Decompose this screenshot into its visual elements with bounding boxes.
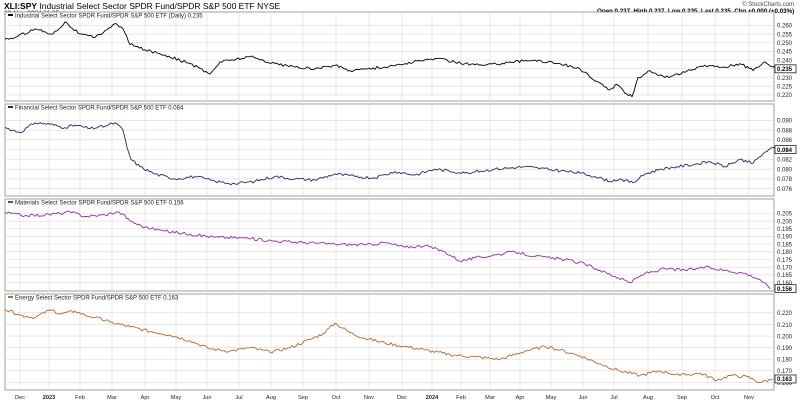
chart-header-symbol: XLI:SPY Industrial Select Sector SPDR Fu… xyxy=(4,1,280,11)
x-tick-label: May xyxy=(171,395,182,400)
x-tick-label: Dec xyxy=(397,395,407,400)
x-tick-label: Apr xyxy=(141,395,150,400)
panel-frame xyxy=(4,293,775,391)
quote-last: Last 0.235 xyxy=(700,8,731,15)
y-tick-label: 0.200 xyxy=(777,334,793,340)
y-tick-label: 0.082 xyxy=(777,158,793,164)
chart-panel-2: 0.076 0.078 0.080 0.082 0.084 0.086 0.088 0.090… xyxy=(4,103,797,206)
series-legend-swatch xyxy=(8,296,13,298)
x-tick-label: Jul xyxy=(610,395,617,400)
y-tick-label: 0.220 xyxy=(777,311,793,317)
y-tick-label: 0.205 xyxy=(777,212,793,218)
x-tick-label: Apr xyxy=(516,395,525,400)
y-tick-label: 0.190 xyxy=(777,346,793,352)
y-tick-label: 0.175 xyxy=(777,258,793,264)
x-tick-label: Oct xyxy=(711,395,720,400)
y-tick-label: 0.088 xyxy=(777,128,793,134)
quote-summary: Open 0.237 High 0.237 Low 0.235 Last 0.2… xyxy=(597,8,794,15)
x-tick-label: Aug xyxy=(266,395,276,400)
y-tick-label: 0.170 xyxy=(777,369,793,375)
symbol-description: Industrial Select Sector SPDR Fund/SPDR … xyxy=(39,1,281,11)
last-value-label: 0.156 xyxy=(777,287,793,293)
series-line xyxy=(4,309,774,383)
y-tick-label: 0.078 xyxy=(777,177,793,183)
y-tick-label: 0.180 xyxy=(777,250,793,256)
symbol-label: XLI:SPY xyxy=(4,1,38,11)
quote-open: Open 0.237 xyxy=(597,8,631,15)
series-line xyxy=(4,21,778,98)
series-line xyxy=(4,122,776,186)
x-tick-label: Sep xyxy=(677,395,687,400)
y-tick-label: 0.255 xyxy=(777,32,793,38)
quote-low: Low 0.235 xyxy=(667,8,698,15)
last-value-box xyxy=(774,374,797,384)
y-tick-label: 0.200 xyxy=(777,219,793,225)
x-tick-label: Dec xyxy=(15,395,25,400)
x-tick-label: 2023 xyxy=(43,395,55,400)
y-tick-label: 0.260 xyxy=(777,24,793,30)
last-value-label: 0.235 xyxy=(777,67,793,73)
y-tick-label: 0.240 xyxy=(777,58,793,64)
y-tick-label: 0.185 xyxy=(777,242,793,248)
x-tick-label: Feb xyxy=(456,395,466,400)
panel-frame xyxy=(4,103,775,197)
x-tick-label: Aug xyxy=(643,395,653,400)
x-tick-label: Jul xyxy=(235,395,242,400)
y-tick-label: 0.086 xyxy=(777,138,793,144)
series-line xyxy=(4,210,771,289)
x-tick-label: 2024 xyxy=(426,395,439,400)
y-tick-label: 0.080 xyxy=(777,167,793,173)
y-tick-label: 0.190 xyxy=(777,235,793,241)
quote-high: High 0.237 xyxy=(633,8,665,15)
series-legend-swatch xyxy=(8,201,13,203)
y-tick-label: 0.225 xyxy=(777,85,793,91)
x-tick-label: Feb xyxy=(75,395,85,400)
y-tick-label: 0.210 xyxy=(777,323,793,329)
y-tick-label: 0.245 xyxy=(777,50,793,56)
chart-panel-1: 0.220 0.225 0.230 0.235 0.240 0.245 0.250 0.255… xyxy=(4,11,797,111)
chart-panel-4: 0.160 0.170 0.180 0.190 0.200 0.210 0.220 Dec 20… xyxy=(4,293,797,400)
panel-frame xyxy=(4,198,775,292)
x-tick-label: Sep xyxy=(298,395,308,400)
last-value-box xyxy=(774,284,797,294)
y-tick-label: 0.160 xyxy=(777,381,793,387)
series-legend-label: Financial Select Sector SPDR Fund/SPDR S… xyxy=(15,106,184,112)
y-tick-label: 0.165 xyxy=(777,273,793,279)
x-tick-label: Mar xyxy=(485,395,495,400)
brand-watermark: © StockCharts.com xyxy=(742,2,794,8)
x-tick-label: Nov xyxy=(364,395,374,400)
y-tick-label: 0.090 xyxy=(777,119,793,125)
y-tick-label: 0.160 xyxy=(777,281,793,287)
series-legend-swatch xyxy=(8,14,13,16)
last-value-box xyxy=(774,145,797,154)
last-value-box xyxy=(774,64,797,74)
last-value-label: 0.084 xyxy=(777,148,793,154)
x-tick-label: May xyxy=(546,395,557,400)
series-legend-label: Energy Select Sector SPDR Fund/SPDR S&P … xyxy=(15,296,179,302)
series-legend-label: Industrial Select Sector SPDR Fund/SPDR … xyxy=(15,14,203,20)
series-legend-swatch xyxy=(8,106,13,108)
x-tick-label: Mar xyxy=(107,395,117,400)
y-tick-label: 0.250 xyxy=(777,41,793,47)
y-tick-label: 0.170 xyxy=(777,265,793,271)
last-value-label: 0.163 xyxy=(777,377,793,383)
quote-change: Chg +0.000 (+0.03%) xyxy=(734,8,795,15)
series-legend-label: Materials Select Sector SPDR Fund/SPDR S… xyxy=(15,201,184,207)
y-tick-label: 0.220 xyxy=(777,93,793,99)
y-tick-label: 0.076 xyxy=(777,187,793,193)
x-tick-label: Jun xyxy=(578,395,587,400)
y-tick-label: 0.180 xyxy=(777,358,793,364)
y-tick-label: 0.195 xyxy=(777,227,793,233)
x-tick-label: Jun xyxy=(202,395,211,400)
x-tick-label: Nov xyxy=(744,395,754,400)
y-tick-label: 0.230 xyxy=(777,76,793,82)
x-tick-label: Oct xyxy=(332,395,341,400)
